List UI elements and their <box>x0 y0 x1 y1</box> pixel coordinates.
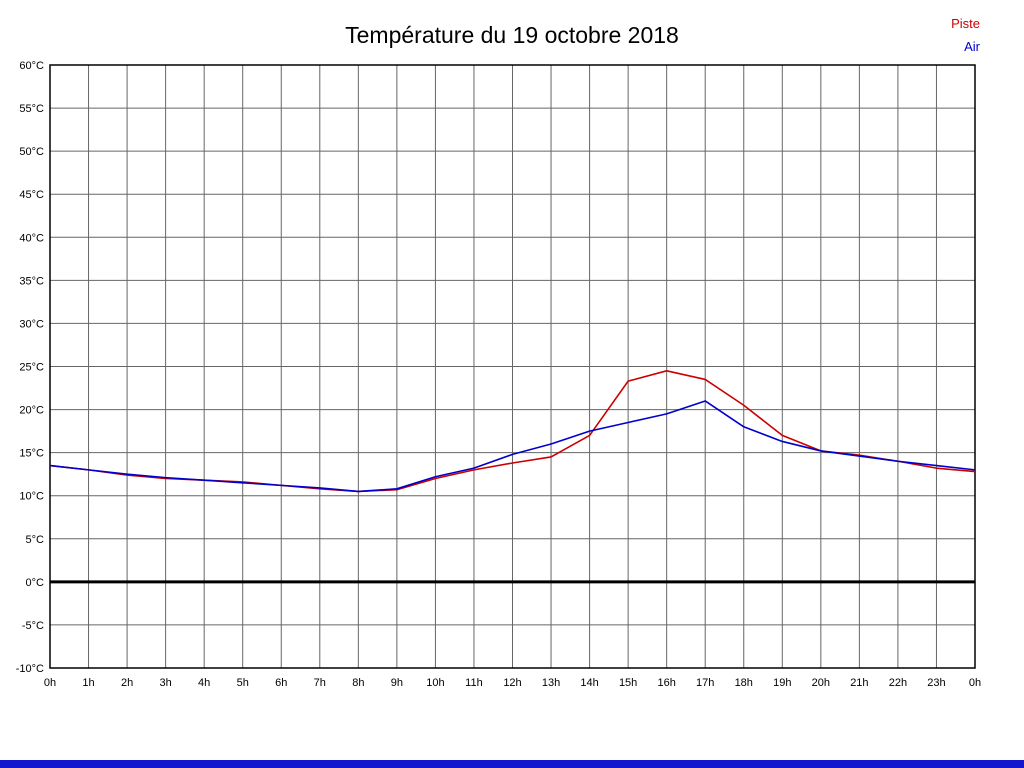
x-axis-tick-label: 8h <box>352 677 364 689</box>
y-axis-tick-label: 40°C <box>19 232 44 244</box>
x-axis-tick-label: 22h <box>889 677 907 689</box>
y-axis-tick-label: 45°C <box>19 189 44 201</box>
x-axis-tick-label: 13h <box>542 677 560 689</box>
y-axis-tick-label: 50°C <box>19 146 44 158</box>
y-axis-tick-label: 55°C <box>19 103 44 115</box>
x-axis-tick-label: 0h <box>44 677 56 689</box>
x-axis-tick-label: 10h <box>426 677 444 689</box>
x-axis-tick-label: 23h <box>927 677 945 689</box>
y-axis-tick-label: 25°C <box>19 362 44 374</box>
series-line-air <box>49 400 976 493</box>
x-axis-tick-label: 7h <box>314 677 326 689</box>
y-axis-tick-label: 60°C <box>19 60 44 72</box>
x-axis-tick-label: 17h <box>696 677 714 689</box>
chart-legend: Piste Air <box>951 12 980 58</box>
x-axis-tick-label: 3h <box>160 677 172 689</box>
x-axis-tick-label: 2h <box>121 677 133 689</box>
y-axis-tick-label: -5°C <box>22 620 44 632</box>
x-axis-tick-label: 11h <box>465 677 483 689</box>
y-axis-tick-label: 10°C <box>19 491 44 503</box>
x-axis-tick-label: 1h <box>82 677 94 689</box>
x-axis-tick-label: 18h <box>735 677 753 689</box>
chart-title: Température du 19 octobre 2018 <box>345 22 679 48</box>
x-axis-tick-label: 5h <box>237 677 249 689</box>
legend-item-piste: Piste <box>951 16 980 31</box>
x-axis-tick-label: 0h <box>969 677 981 689</box>
x-axis-tick-label: 15h <box>619 677 637 689</box>
x-axis-tick-label: 6h <box>275 677 287 689</box>
x-axis-tick-label: 19h <box>773 677 791 689</box>
x-axis-tick-label: 20h <box>812 677 830 689</box>
y-axis-tick-label: 0°C <box>26 577 45 589</box>
x-axis-tick-label: 14h <box>580 677 598 689</box>
y-axis-tick-label: -10°C <box>16 663 44 675</box>
legend-item-air: Air <box>964 39 980 54</box>
x-axis-tick-label: 16h <box>657 677 675 689</box>
x-axis-tick-label: 4h <box>198 677 210 689</box>
y-axis-tick-label: 35°C <box>19 275 44 287</box>
x-axis-tick-label: 21h <box>850 677 868 689</box>
y-axis-tick-label: 15°C <box>19 448 44 460</box>
y-axis-tick-label: 30°C <box>19 318 44 330</box>
x-axis-tick-label: 12h <box>503 677 521 689</box>
y-axis-tick-label: 20°C <box>19 405 44 417</box>
x-axis-tick-label: 9h <box>391 677 403 689</box>
y-axis-tick-label: 5°C <box>26 534 45 546</box>
footer-bar <box>0 760 1024 768</box>
